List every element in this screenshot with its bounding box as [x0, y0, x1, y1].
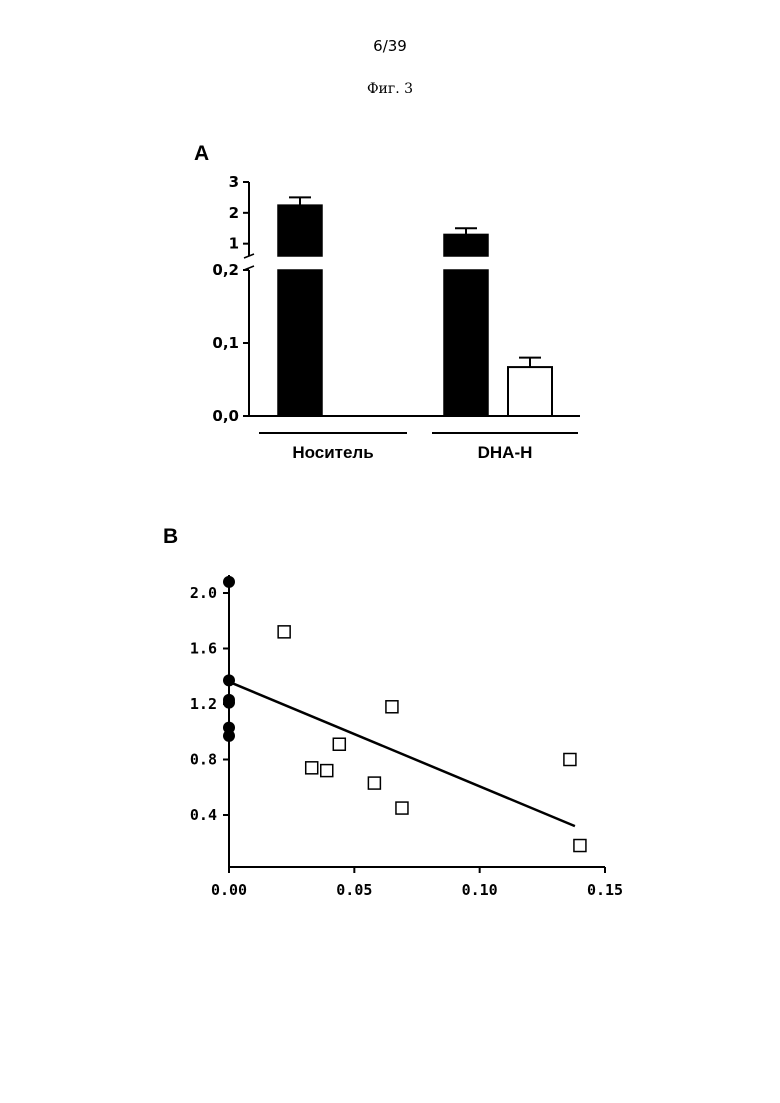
x-tick-label: 0.05: [336, 881, 372, 899]
data-point-filled: [223, 730, 235, 742]
y-tick-label: 0.4: [190, 806, 217, 824]
y-tick-label: 2: [229, 204, 239, 222]
axis-break-mark: [244, 254, 254, 270]
y-tick-label: 0,1: [212, 334, 239, 352]
panel-letter-b: B: [163, 525, 178, 548]
y-tick-label: 3: [229, 173, 239, 191]
data-point-open: [306, 762, 318, 774]
y-tick-label: 0,2: [212, 261, 239, 279]
data-point-open: [368, 777, 380, 789]
scatter-chart-b: B 0.4 0.8 1.2 1.6 2.0 0.00 0.05 0.10 0.15: [0, 480, 780, 920]
bar: [278, 270, 322, 416]
bar: [508, 367, 552, 416]
group-label: Носитель: [292, 443, 373, 462]
bar-chart-a: A 0,0 0,1 0,2 1 2 3 Носитель DHA-H: [0, 0, 780, 480]
bar: [444, 270, 488, 416]
data-point-filled: [223, 674, 235, 686]
data-point-open: [574, 840, 586, 852]
y-tick-label: 1: [229, 235, 239, 253]
data-point-open: [396, 802, 408, 814]
y-tick-label: 2.0: [190, 584, 217, 602]
bar: [444, 234, 488, 256]
x-tick-label: 0.10: [462, 881, 498, 899]
data-point-open: [278, 626, 290, 638]
panel-letter-a: A: [194, 142, 209, 165]
y-tick-label: 0.8: [190, 751, 217, 769]
data-point-filled: [223, 576, 235, 588]
x-tick-label: 0.00: [211, 881, 247, 899]
y-tick-label: 1.6: [190, 640, 217, 658]
group-label: DHA-H: [478, 443, 533, 462]
y-tick-label: 1.2: [190, 695, 217, 713]
x-tick-label: 0.15: [587, 881, 623, 899]
bar: [278, 205, 322, 256]
data-point-open: [321, 765, 333, 777]
data-point-filled: [223, 697, 235, 709]
y-tick-label: 0,0: [212, 407, 239, 425]
data-point-open: [333, 738, 345, 750]
data-point-open: [386, 701, 398, 713]
data-point-open: [564, 754, 576, 766]
